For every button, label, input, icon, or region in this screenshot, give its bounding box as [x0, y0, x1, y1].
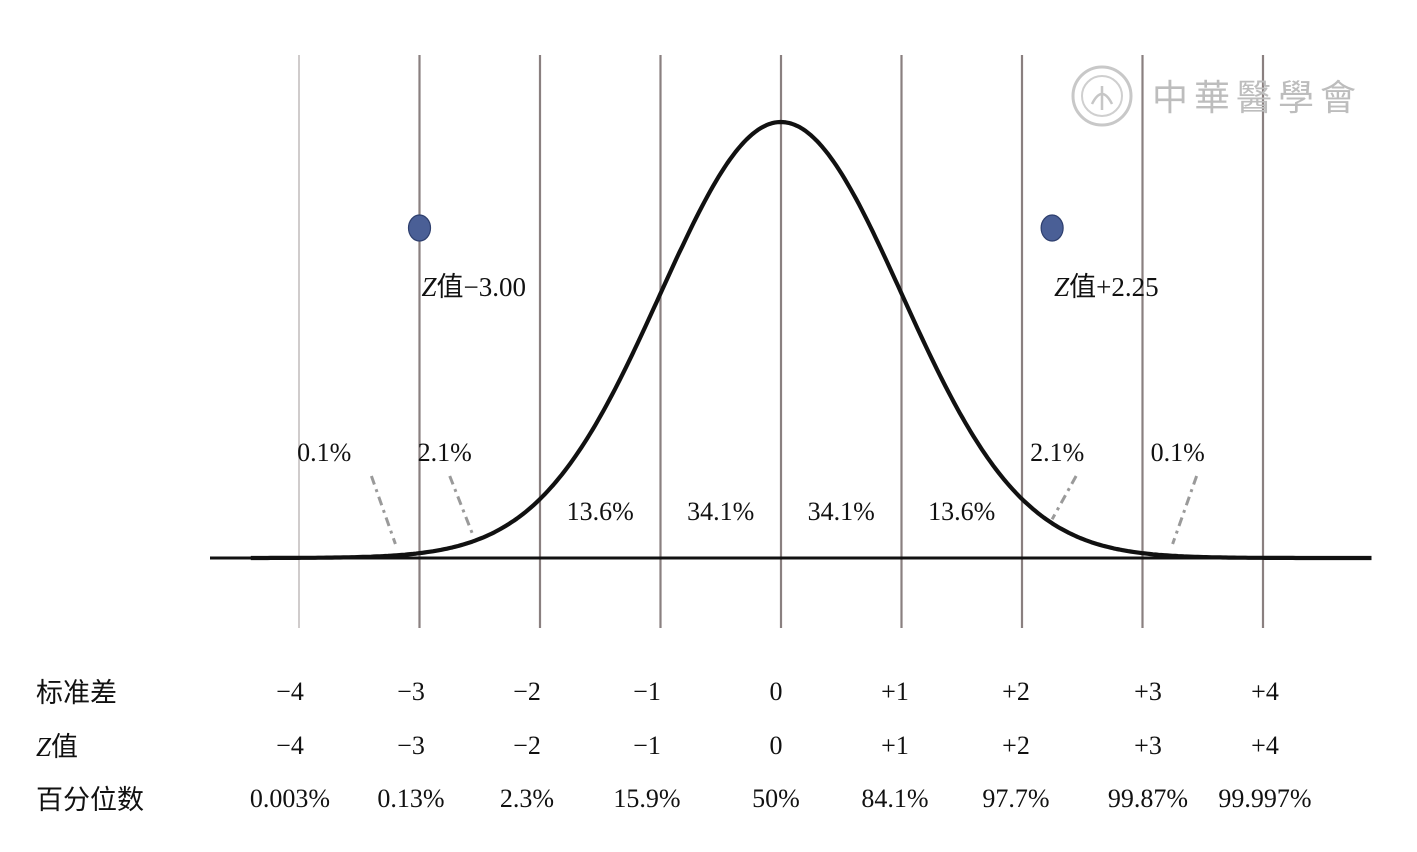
- row-2-value-6: 97.7%: [982, 784, 1049, 813]
- axis-tables: 标准差 −4 −3 −2 −1 0 +1 +2 +3 +4 Z值 −4 −3 −2 −1 0 +1 +2 +3 +4 百…: [36, 677, 1312, 816]
- watermark-text: 中華醫學會: [1152, 78, 1362, 119]
- z-value-markers: Z值−3.00 Z值+2.25: [407, 214, 1159, 302]
- z-marker-label-0: Z值−3.00: [422, 272, 527, 302]
- row-0-value-7: +3: [1134, 677, 1162, 706]
- row-1-value-7: +3: [1134, 731, 1162, 760]
- row-0-value-1: −3: [397, 677, 425, 706]
- row-1-value-6: +2: [1002, 731, 1030, 760]
- row-2-value-8: 99.997%: [1218, 784, 1311, 813]
- row-1-value-0: −4: [276, 731, 304, 760]
- row-2-value-7: 99.87%: [1108, 784, 1188, 813]
- region-label-3: 34.1%: [687, 497, 754, 526]
- row-1-value-1: −3: [397, 731, 425, 760]
- region-label-4: 34.1%: [808, 497, 875, 526]
- row-2-value-1: 0.13%: [377, 784, 444, 813]
- region-label-7: 0.1%: [1151, 438, 1205, 467]
- seal-icon: [1071, 65, 1133, 127]
- normal-curve: [250, 119, 1372, 561]
- z-marker-dot-0: [407, 214, 432, 242]
- leader-line-1: [448, 475, 476, 538]
- region-label-1: 2.1%: [418, 438, 472, 467]
- row-1-value-8: +4: [1251, 731, 1279, 760]
- row-0-value-4: 0: [770, 677, 783, 706]
- region-leader-lines: [369, 475, 1199, 545]
- sd-gridlines: [298, 55, 1265, 628]
- row-2-value-2: 2.3%: [500, 784, 554, 813]
- region-label-2: 13.6%: [567, 497, 634, 526]
- z-marker-dot-1: [1040, 214, 1064, 242]
- row-1-value-4: 0: [770, 731, 783, 760]
- row-0-value-3: −1: [633, 677, 661, 706]
- row-label-0: 标准差: [36, 678, 117, 709]
- row-1-value-3: −1: [633, 731, 661, 760]
- leader-line-6: [1050, 475, 1078, 521]
- z-marker-label-1: Z值+2.25: [1054, 272, 1159, 302]
- normal-curve-line: [250, 119, 1372, 561]
- row-0-value-6: +2: [1002, 677, 1030, 706]
- leader-line-0: [369, 475, 397, 545]
- row-0-value-0: −4: [276, 677, 304, 706]
- region-percent-labels: 0.1% 2.1% 13.6% 34.1% 34.1% 13.6% 2.1% 0.1%: [297, 438, 1205, 526]
- leader-line-7: [1171, 475, 1199, 545]
- row-1-value-2: −2: [513, 731, 541, 760]
- row-2-value-0: 0.003%: [250, 784, 330, 813]
- region-label-6: 2.1%: [1030, 438, 1084, 467]
- region-label-0: 0.1%: [297, 438, 351, 467]
- region-label-5: 13.6%: [928, 497, 995, 526]
- row-2-value-3: 15.9%: [613, 784, 680, 813]
- row-2-value-4: 50%: [752, 784, 800, 813]
- row-0-value-2: −2: [513, 677, 541, 706]
- row-label-2: 百分位数: [36, 785, 144, 816]
- row-2-value-5: 84.1%: [861, 784, 928, 813]
- watermark: 中華醫學會: [1071, 65, 1362, 127]
- row-1-value-5: +1: [881, 731, 909, 760]
- row-0-value-5: +1: [881, 677, 909, 706]
- row-0-value-8: +4: [1251, 677, 1279, 706]
- row-label-1: Z值: [36, 732, 78, 763]
